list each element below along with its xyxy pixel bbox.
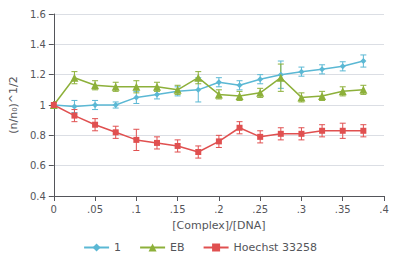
svg-text:[Complex]/[DNA]: [Complex]/[DNA] [172,219,265,232]
svg-text:.2: .2 [214,204,224,215]
svg-text:Hoechst 33258: Hoechst 33258 [234,241,317,254]
svg-text:1.2: 1.2 [30,69,46,80]
svg-text:.35: .35 [335,204,351,215]
svg-text:0.6: 0.6 [30,160,46,171]
svg-text:.25: .25 [252,204,268,215]
svg-text:(n/n₀)^1/2: (n/n₀)^1/2 [7,76,20,134]
svg-text:EB: EB [170,241,185,254]
svg-text:1.6: 1.6 [30,9,46,20]
svg-text:.3: .3 [297,204,307,215]
svg-text:.15: .15 [170,204,186,215]
svg-text:1.4: 1.4 [30,39,46,50]
svg-text:.05: .05 [87,204,103,215]
svg-text:0: 0 [51,204,57,215]
svg-text:0.8: 0.8 [30,130,46,141]
svg-text:0.4: 0.4 [30,191,46,202]
svg-text:1: 1 [114,241,121,254]
svg-text:.1: .1 [132,204,142,215]
svg-text:.4: .4 [379,204,389,215]
svg-text:1: 1 [39,100,45,111]
